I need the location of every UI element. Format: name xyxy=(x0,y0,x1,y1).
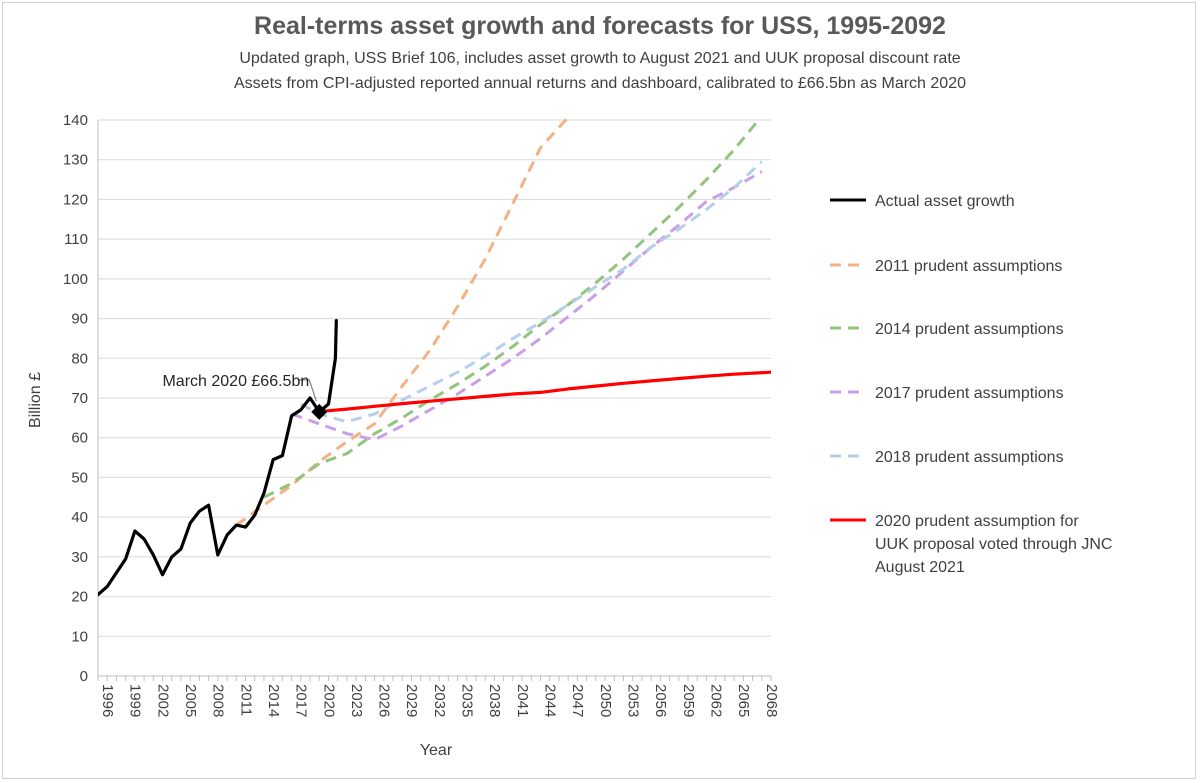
x-tick-label: 2044 xyxy=(542,684,559,717)
x-tick-label: 1996 xyxy=(99,684,116,717)
x-tick-label: 2032 xyxy=(431,684,448,717)
y-tick-label: 70 xyxy=(71,390,88,407)
x-tick-label: 2062 xyxy=(707,684,724,717)
y-tick-label: 30 xyxy=(71,549,88,566)
x-axis-title: Year xyxy=(420,742,453,759)
x-tick-label: 2008 xyxy=(210,684,227,717)
x-tick-label: 2011 xyxy=(237,684,254,716)
x-tick-label: 2014 xyxy=(265,684,282,717)
x-tick-label: 2053 xyxy=(624,684,641,717)
x-tick-label: 2056 xyxy=(652,684,669,717)
legend-label-5: UUK proposal voted through JNC xyxy=(875,536,1112,553)
legend-label-0: Actual asset growth xyxy=(875,193,1015,210)
legend-label-1: 2011 prudent assumptions xyxy=(875,258,1062,275)
y-tick-label: 60 xyxy=(71,430,88,447)
legend-label-2: 2014 prudent assumptions xyxy=(875,321,1064,338)
y-tick-label: 40 xyxy=(71,509,88,526)
series-line-5 xyxy=(317,370,771,414)
y-tick-label: 20 xyxy=(71,589,88,606)
x-tick-label: 2068 xyxy=(763,684,780,717)
x-tick-label: 2050 xyxy=(597,684,614,717)
x-tick-label: 2047 xyxy=(569,684,586,717)
x-tick-label: 2020 xyxy=(320,684,337,717)
y-tick-label: 120 xyxy=(63,191,88,208)
legend-label-5: 2020 prudent assumption for xyxy=(875,513,1079,530)
y-tick-label: 100 xyxy=(63,271,88,288)
annotation-label: March 2020 £66.5bn xyxy=(162,373,309,390)
series-line-3 xyxy=(291,170,763,442)
legend-label-4: 2018 prudent assumptions xyxy=(875,449,1064,466)
x-tick-label: 2041 xyxy=(514,684,531,717)
series-line-0 xyxy=(98,319,338,597)
y-tick-label: 10 xyxy=(71,628,88,645)
y-tick-label: 130 xyxy=(63,152,88,169)
chart-subtitle-line-1: Updated graph, USS Brief 106, includes a… xyxy=(239,50,961,67)
x-tick-label: 2005 xyxy=(182,684,199,717)
annotation-callout-line xyxy=(299,379,317,402)
series-line-1 xyxy=(235,119,569,527)
x-tick-label: 2035 xyxy=(459,684,476,717)
y-axis-title: Billion £ xyxy=(27,372,44,428)
y-tick-label: 90 xyxy=(71,311,88,328)
x-tick-label: 2002 xyxy=(154,684,171,717)
y-tick-label: 110 xyxy=(64,231,88,248)
chart-title: Real-terms asset growth and forecasts fo… xyxy=(254,12,946,40)
y-tick-label: 80 xyxy=(71,350,88,367)
x-tick-label: 2038 xyxy=(486,684,503,717)
annotation-marker xyxy=(311,403,328,420)
y-tick-label: 140 xyxy=(63,112,88,129)
x-tick-label: 1999 xyxy=(127,684,144,717)
series-line-2 xyxy=(263,119,762,499)
series-line-4 xyxy=(300,160,763,424)
y-tick-label: 0 xyxy=(80,668,88,685)
x-tick-label: 2059 xyxy=(680,684,697,717)
legend-label-3: 2017 prudent assumptions xyxy=(875,385,1064,402)
x-tick-label: 2029 xyxy=(403,684,420,717)
x-tick-label: 2026 xyxy=(376,684,393,717)
x-tick-label: 2017 xyxy=(293,684,310,717)
chart-subtitle-line-2: Assets from CPI-adjusted reported annual… xyxy=(234,75,966,92)
y-tick-label: 50 xyxy=(71,469,88,486)
legend-label-5: August 2021 xyxy=(875,559,965,576)
x-tick-label: 2065 xyxy=(735,684,752,717)
x-tick-label: 2023 xyxy=(348,684,365,717)
